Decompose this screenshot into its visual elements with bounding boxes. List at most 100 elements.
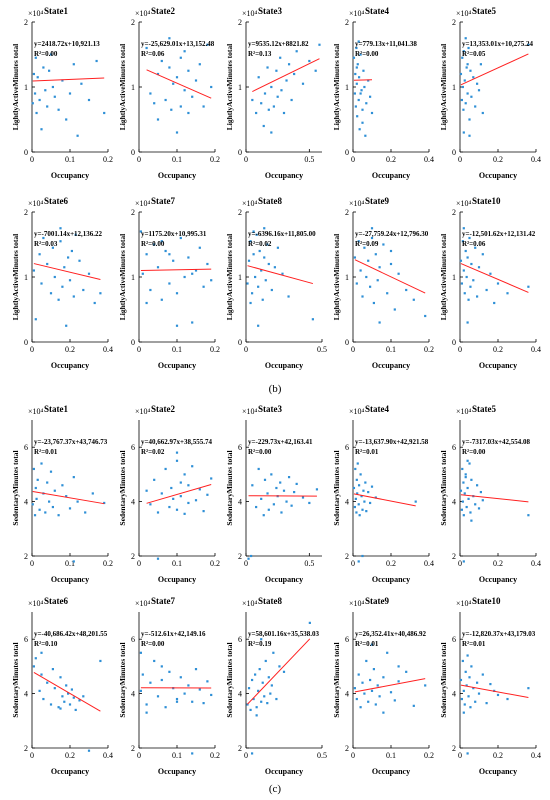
chart-panel-b-state3: 0 1 2 0 0.5 ×10⁴ State3 y=9535.12x+8821.82 R²=0.… bbox=[225, 6, 322, 180]
data-point bbox=[187, 501, 190, 505]
x-tick-label: 0.2 bbox=[65, 751, 75, 760]
data-point bbox=[354, 105, 357, 108]
data-point bbox=[424, 314, 427, 318]
data-point bbox=[65, 324, 68, 327]
data-point bbox=[270, 131, 273, 134]
data-point bbox=[466, 654, 469, 657]
y-tick-label: 2 bbox=[452, 552, 456, 561]
data-point bbox=[164, 467, 167, 471]
data-point bbox=[168, 282, 171, 285]
data-point bbox=[198, 63, 201, 66]
data-point bbox=[355, 282, 358, 285]
y-axis-label: LightlyActiveMinutes total bbox=[439, 44, 448, 130]
x-tick-label: 0.4 bbox=[531, 345, 541, 354]
y-axis-label: SedentaryMinutes total bbox=[11, 450, 20, 525]
data-point bbox=[477, 266, 481, 269]
data-point bbox=[53, 687, 56, 690]
y-axis-label: SedentaryMinutes total bbox=[225, 450, 234, 525]
data-point bbox=[362, 69, 365, 72]
x-axis-label: Occupancy bbox=[265, 361, 303, 370]
data-point bbox=[57, 108, 60, 111]
x-tick-label: 0.1 bbox=[65, 155, 75, 164]
data-point bbox=[183, 89, 186, 92]
data-point bbox=[168, 505, 171, 509]
chart-title: State9 bbox=[365, 596, 389, 606]
data-point bbox=[149, 92, 152, 95]
data-point bbox=[378, 321, 381, 324]
data-point bbox=[479, 63, 482, 66]
r-squared-label: R²=0.01 bbox=[355, 640, 379, 648]
data-point bbox=[48, 69, 51, 72]
data-point bbox=[49, 53, 53, 56]
x-tick-label: 0 bbox=[30, 345, 34, 354]
data-point bbox=[264, 659, 267, 663]
x-tick-label: 0 bbox=[351, 751, 355, 760]
chart-title: State6 bbox=[44, 196, 68, 206]
data-point bbox=[308, 501, 311, 505]
data-point bbox=[250, 292, 254, 295]
y-tick-label: 1 bbox=[238, 273, 242, 282]
data-point bbox=[255, 706, 258, 709]
data-point bbox=[260, 638, 263, 641]
equation-label: y=-13,637.90x+42,921.58 bbox=[355, 438, 429, 446]
data-point bbox=[70, 249, 73, 253]
y-axis-label: SedentaryMinutes total bbox=[332, 450, 341, 525]
y-axis-label: SedentaryMinutes total bbox=[439, 450, 448, 525]
data-point bbox=[179, 236, 182, 240]
equation-label: y=-25,629.01x+13,152.48 bbox=[141, 40, 215, 48]
data-point bbox=[63, 700, 66, 703]
equation-label: y=-7317.03x+42,554.08 bbox=[462, 438, 531, 446]
data-point bbox=[33, 92, 37, 95]
r-squared-label: R²=0.06 bbox=[141, 50, 165, 58]
data-point bbox=[272, 105, 275, 108]
chart-title: State5 bbox=[472, 6, 496, 16]
r-squared-label: R²=0.00 bbox=[141, 640, 165, 648]
data-point bbox=[469, 706, 472, 709]
regression-line bbox=[353, 493, 416, 507]
data-point bbox=[290, 98, 293, 102]
data-point bbox=[198, 488, 201, 491]
x-tick-label: 0 bbox=[458, 155, 462, 164]
data-point bbox=[246, 703, 249, 706]
y-tick-label: 6 bbox=[238, 635, 242, 644]
x-tick-label: 0 bbox=[137, 155, 141, 164]
chart-title: State5 bbox=[472, 404, 496, 414]
data-point bbox=[479, 490, 482, 494]
chart-panel-c-state9: 2 4 6 0 0.1 0.2 ×10⁴ State9 y=26,352.41x+40,486.… bbox=[332, 596, 434, 776]
x-tick-label: 0.4 bbox=[424, 559, 434, 568]
data-point bbox=[460, 697, 463, 701]
chart-title: State2 bbox=[151, 6, 175, 16]
data-point bbox=[470, 262, 473, 266]
chart-title: State3 bbox=[258, 404, 282, 414]
data-point bbox=[194, 269, 198, 272]
data-point bbox=[249, 240, 252, 243]
regression-line bbox=[354, 678, 426, 693]
data-point bbox=[247, 687, 251, 690]
data-point bbox=[78, 699, 81, 702]
data-point bbox=[361, 554, 364, 558]
y-tick-label: 4 bbox=[238, 498, 242, 507]
y-tick-label: 6 bbox=[452, 443, 456, 452]
data-point bbox=[48, 500, 51, 503]
data-point bbox=[145, 253, 148, 256]
data-point bbox=[464, 249, 467, 253]
data-point bbox=[405, 670, 408, 673]
data-point bbox=[145, 46, 148, 50]
data-point bbox=[460, 282, 463, 285]
data-point bbox=[389, 691, 393, 694]
data-point bbox=[470, 95, 473, 98]
data-point bbox=[360, 495, 363, 498]
chart-panel-c-state8: 2 4 6 0 0.5 ×10⁴ State8 y=58,601.16x+35,538.03 R… bbox=[225, 596, 327, 776]
data-point bbox=[183, 692, 186, 695]
data-point bbox=[191, 95, 194, 98]
y-exponent-label: ×10⁴ bbox=[456, 9, 472, 18]
y-exponent-label: ×10⁴ bbox=[349, 199, 365, 208]
data-point bbox=[267, 262, 270, 266]
data-point bbox=[506, 292, 509, 295]
x-axis-label: Occupancy bbox=[51, 767, 89, 776]
data-point bbox=[357, 98, 360, 102]
data-point bbox=[481, 253, 484, 256]
data-point bbox=[276, 95, 279, 98]
x-tick-label: 0.2 bbox=[210, 751, 220, 760]
data-point bbox=[393, 699, 396, 702]
